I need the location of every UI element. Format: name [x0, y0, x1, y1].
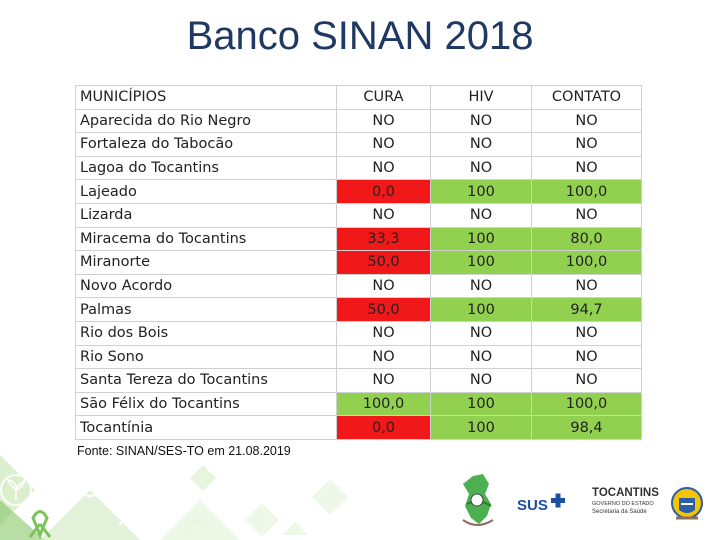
cell-contato: NO	[531, 320, 642, 346]
cell-cura: NO	[336, 344, 431, 370]
cell-municipio: Novo Acordo	[75, 273, 337, 299]
cell-municipio: São Félix do Tocantins	[75, 391, 337, 417]
cell-cura: 0,0	[336, 179, 431, 204]
cell-contato: NO	[531, 273, 642, 299]
cell-municipio: Miracema do Tocantins	[75, 226, 337, 252]
cell-hiv: 100	[430, 179, 532, 204]
cell-contato: NO	[531, 155, 642, 181]
cell-hiv: NO	[430, 344, 532, 370]
cell-municipio: Lagoa do Tocantins	[75, 155, 337, 181]
mosquito-icon	[183, 520, 207, 533]
cell-contato: NO	[531, 202, 642, 228]
cell-municipio: Palmas	[75, 297, 337, 322]
cell-contato: 100,0	[531, 391, 642, 417]
ribbon-icon	[28, 510, 52, 539]
cell-cura: 50,0	[336, 297, 431, 322]
page-title: Banco SINAN 2018	[186, 14, 534, 58]
cell-contato: NO	[531, 368, 642, 393]
cell-cura: NO	[336, 320, 431, 346]
table-row: Lajeado 0,0 100 100,0	[75, 179, 642, 204]
cell-contato: 100,0	[531, 250, 642, 275]
header-municipios: MUNICÍPIOS	[75, 85, 337, 110]
cell-cura: NO	[336, 108, 431, 134]
cell-cura: 0,0	[336, 415, 431, 440]
table-row: Tocantínia 0,0 100 98,4	[75, 415, 642, 440]
table-row: São Félix do Tocantins 100,0 100 100,0	[75, 391, 642, 417]
tocantins-text: TOCANTINS	[592, 487, 659, 499]
footer-logos: SUS TOCANTINS GOVERNO DO ESTADO Secretar…	[462, 474, 703, 526]
state-map-logo-icon	[462, 474, 494, 526]
cell-hiv: 100	[430, 226, 532, 252]
cell-hiv: NO	[430, 202, 532, 228]
cell-cura: 100,0	[336, 391, 431, 417]
cell-cura: NO	[336, 202, 431, 228]
table-row: Aparecida do Rio Negro NO NO NO	[75, 108, 642, 134]
cell-municipio: Tocantínia	[75, 415, 337, 440]
table-row: Miranorte 50,0 100 100,0	[75, 250, 642, 275]
cell-hiv: 100	[430, 297, 532, 322]
governo-text: GOVERNO DO ESTADO	[592, 501, 654, 507]
secretaria-text: Secretaria da Saúde	[592, 509, 647, 515]
header-cura: CURA	[336, 85, 431, 110]
cell-municipio: Aparecida do Rio Negro	[75, 108, 337, 134]
cell-hiv: 100	[430, 250, 532, 275]
cell-cura: NO	[336, 155, 431, 181]
cell-hiv: NO	[430, 320, 532, 346]
sinan-table: MUNICÍPIOS CURA HIV CONTATO Aparecida do…	[75, 85, 642, 440]
coat-of-arms-icon	[671, 487, 703, 520]
cell-hiv: NO	[430, 368, 532, 393]
table-row: Fortaleza do Tabocão NO NO NO	[75, 132, 642, 157]
cell-cura: 33,3	[336, 226, 431, 252]
cell-municipio: Rio Sono	[75, 344, 337, 370]
sus-text: SUS	[517, 497, 548, 514]
cell-cura: 50,0	[336, 250, 431, 275]
runner-icon	[118, 506, 133, 526]
cell-hiv: 100	[430, 415, 532, 440]
cell-municipio: Rio dos Bois	[75, 320, 337, 346]
cell-municipio: Miranorte	[75, 250, 337, 275]
cell-hiv: NO	[430, 273, 532, 299]
table-row: Lizarda NO NO NO	[75, 202, 642, 228]
cell-contato: 100,0	[531, 179, 642, 204]
cell-hiv: 100	[430, 391, 532, 417]
table-row: Palmas 50,0 100 94,7	[75, 297, 642, 322]
table-row: Rio Sono NO NO NO	[75, 344, 642, 370]
cell-cura: NO	[336, 132, 431, 157]
table-header-row: MUNICÍPIOS CURA HIV CONTATO	[75, 85, 642, 110]
cell-contato: NO	[531, 132, 642, 157]
cell-hiv: NO	[430, 132, 532, 157]
cell-hiv: NO	[430, 155, 532, 181]
cell-municipio: Santa Tereza do Tocantins	[75, 368, 337, 393]
table-row: Miracema do Tocantins 33,3 100 80,0	[75, 226, 642, 252]
cell-cura: NO	[336, 368, 431, 393]
cell-contato: 98,4	[531, 415, 642, 440]
cell-municipio: Lajeado	[75, 179, 337, 204]
header-contato: CONTATO	[531, 85, 642, 110]
source-note: Fonte: SINAN/SES-TO em 21.08.2019	[77, 444, 291, 458]
cell-cura: NO	[336, 273, 431, 299]
table-row: Lagoa do Tocantins NO NO NO	[75, 155, 642, 181]
table-body: Aparecida do Rio Negro NO NO NO Fortaleza do…	[75, 108, 642, 440]
header-hiv: HIV	[430, 85, 532, 110]
cell-contato: NO	[531, 344, 642, 370]
eye-icon	[76, 469, 104, 497]
cell-municipio: Fortaleza do Tabocão	[75, 132, 337, 157]
table-row: Santa Tereza do Tocantins NO NO NO	[75, 368, 642, 393]
cell-contato: 94,7	[531, 297, 642, 322]
cell-municipio: Lizarda	[75, 202, 337, 228]
cell-contato: 80,0	[531, 226, 642, 252]
cell-hiv: NO	[430, 108, 532, 134]
cell-contato: NO	[531, 108, 642, 134]
tocantins-logo: TOCANTINS GOVERNO DO ESTADO Secretaria d…	[592, 487, 659, 515]
table-row: Rio dos Bois NO NO NO	[75, 320, 642, 346]
paw-icon	[136, 472, 164, 500]
plant-icon	[0, 474, 32, 506]
sus-logo: SUS	[517, 493, 565, 514]
table-row: Novo Acordo NO NO NO	[75, 273, 642, 299]
